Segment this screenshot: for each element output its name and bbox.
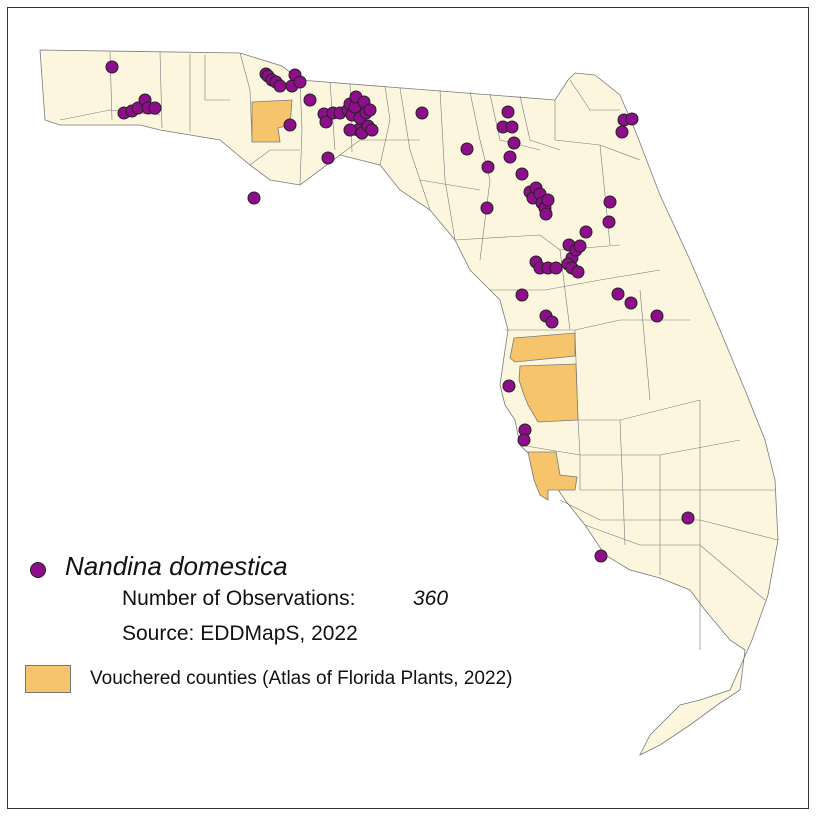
observation-point (681, 511, 695, 525)
county-boundary-line (439, 89, 456, 241)
county-boundary-line (339, 139, 420, 156)
observation-point (503, 150, 517, 164)
observation-point (549, 261, 563, 275)
vouchered-county-hillsborough (518, 363, 579, 423)
vouchered-county-calhoun (251, 99, 293, 143)
observation-point (602, 215, 616, 229)
observation-point (247, 191, 261, 205)
observation-point (303, 93, 317, 107)
county-boundary-line (249, 149, 300, 166)
observation-point (283, 118, 297, 132)
observation-point (611, 287, 625, 301)
legend-observations-label: Number of Observations: (122, 587, 356, 610)
legend-source: Source: EDDMapS, 2022 (122, 622, 358, 645)
county-boundary-line (584, 524, 766, 601)
observation-point (515, 288, 529, 302)
observation-point (505, 120, 519, 134)
observation-point (343, 123, 357, 137)
observation-point (515, 167, 529, 181)
observation-point (319, 115, 333, 129)
observation-point (579, 225, 593, 239)
county-boundary-line (204, 55, 230, 101)
county-boundary-line (639, 289, 651, 401)
observation-point (594, 549, 608, 563)
county-boundary-line (59, 109, 161, 121)
county-boundary-line (399, 87, 431, 211)
observation-point (293, 75, 307, 89)
observation-point (415, 106, 429, 120)
observation-point (480, 201, 494, 215)
observation-point (615, 125, 629, 139)
county-boundary-line (299, 79, 303, 186)
county-boundary-line (559, 499, 779, 541)
observation-point (541, 193, 555, 207)
observation-point (321, 151, 335, 165)
observation-point (650, 309, 664, 323)
observation-point (148, 101, 162, 115)
observation-point (460, 142, 474, 156)
observation-point (481, 160, 495, 174)
observation-point (363, 103, 377, 117)
county-boundary-line (519, 444, 775, 491)
county-boundary-line (489, 93, 541, 151)
observation-point (625, 112, 639, 126)
observation-point (501, 105, 515, 119)
observation-point (105, 60, 119, 74)
county-boundary-line (239, 52, 253, 143)
observation-point (624, 296, 638, 310)
county-boundary-line (569, 79, 620, 111)
vouchered-county-pasco (509, 332, 576, 363)
county-boundary-line (419, 179, 481, 191)
vouchered-counties (251, 99, 579, 501)
observation-point (517, 433, 531, 447)
vouchered-county-desoto (527, 451, 578, 501)
legend-observations-count: 360 (413, 587, 449, 610)
legend-species-name: Nandina domestica (65, 551, 288, 581)
observation-point (573, 239, 587, 253)
county-boundary-line (554, 100, 601, 146)
legend-vouchered-swatch (25, 665, 71, 693)
observation-point (273, 79, 287, 93)
county-boundary-line (454, 234, 621, 251)
observation-point (571, 265, 585, 279)
observation-points (105, 60, 695, 563)
observation-point (539, 207, 553, 221)
county-boundary-line (519, 95, 561, 151)
county-boundary-line (159, 51, 163, 129)
observation-point (502, 379, 516, 393)
observation-point (603, 195, 617, 209)
county-boundary-line (379, 85, 391, 166)
county-boundary-line (490, 269, 661, 291)
county-boundary-line (619, 419, 626, 546)
observation-point (507, 136, 521, 150)
legend-vouchered-label: Vouchered counties (Atlas of Florida Pla… (90, 668, 513, 689)
county-boundary-line (599, 144, 641, 161)
florida-landmass (39, 49, 779, 756)
county-boundary-line (469, 91, 491, 261)
observation-point (545, 315, 559, 329)
legend-observation-symbol (30, 562, 46, 578)
observation-point (365, 123, 379, 137)
